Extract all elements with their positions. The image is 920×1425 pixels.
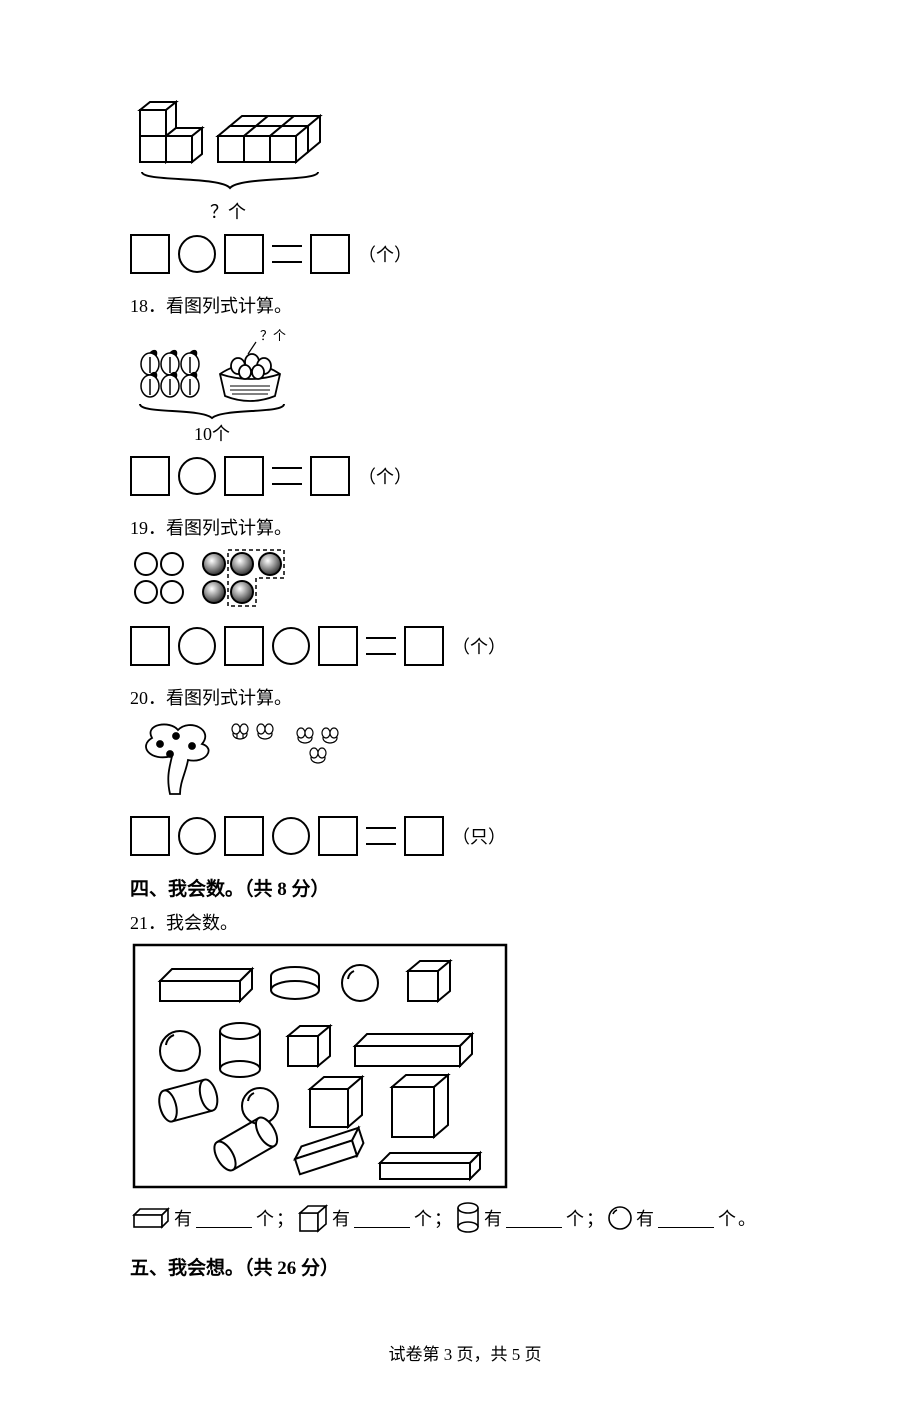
label-ge: 个 (414, 1205, 432, 1231)
q19-heading: 19．看图列式计算。 (130, 514, 800, 540)
fill-blank[interactable] (658, 1209, 714, 1228)
q18-label: 10个 (194, 420, 800, 446)
answer-box[interactable] (130, 626, 170, 666)
label-semi: ； (586, 1205, 604, 1231)
svg-text:？个: ？个 (260, 328, 286, 343)
label-ge: 个 (718, 1205, 736, 1231)
q19-equation: （个） (130, 626, 800, 666)
unit-label: （只） (452, 823, 506, 849)
page-footer: 试卷第 3 页，共 5 页 (130, 1340, 800, 1365)
answer-box[interactable] (318, 626, 358, 666)
question-number: 21． (130, 913, 166, 933)
operator-circle[interactable] (178, 817, 216, 855)
q17-label: ？个 (210, 198, 800, 224)
q21-heading: 21．我会数。 (130, 909, 800, 935)
answer-box[interactable] (310, 234, 350, 274)
label-semi: ； (276, 1205, 294, 1231)
cube-icon (296, 1203, 330, 1233)
label-period: 。 (738, 1205, 756, 1231)
question-number: 19． (130, 518, 166, 538)
question-title: 我会数。 (166, 913, 238, 933)
fill-blank[interactable] (506, 1209, 562, 1228)
answer-box[interactable] (130, 456, 170, 496)
operator-circle[interactable] (178, 627, 216, 665)
q17-equation: （个） (130, 234, 800, 274)
fill-blank[interactable] (354, 1209, 410, 1228)
q20-figure (130, 716, 800, 806)
q19-figure (130, 546, 800, 616)
q17-figure: ？个 (130, 100, 800, 224)
operator-circle[interactable] (272, 817, 310, 855)
question-number: 20． (130, 688, 166, 708)
equals-sign (366, 827, 396, 845)
label-has: 有 (484, 1205, 502, 1231)
equals-sign (366, 637, 396, 655)
answer-box[interactable] (224, 626, 264, 666)
answer-box[interactable] (224, 456, 264, 496)
answer-box[interactable] (224, 816, 264, 856)
answer-box[interactable] (404, 626, 444, 666)
label-has: 有 (332, 1205, 350, 1231)
unit-label: （个） (358, 241, 412, 267)
question-number: 18． (130, 296, 166, 316)
answer-box[interactable] (318, 816, 358, 856)
section4-heading: 四、我会数。（共 8 分） (130, 874, 800, 901)
answer-box[interactable] (130, 234, 170, 274)
q21-figure (130, 941, 800, 1191)
fill-blank[interactable] (196, 1209, 252, 1228)
sphere-icon (606, 1204, 634, 1232)
answer-box[interactable] (310, 456, 350, 496)
operator-circle[interactable] (272, 627, 310, 665)
label-has: 有 (174, 1205, 192, 1231)
q18-figure: ？个 10个 (130, 324, 800, 446)
q20-heading: 20．看图列式计算。 (130, 684, 800, 710)
q18-heading: 18．看图列式计算。 (130, 292, 800, 318)
question-title: 看图列式计算。 (166, 518, 292, 538)
q18-equation: （个） (130, 456, 800, 496)
label-has: 有 (636, 1205, 654, 1231)
operator-circle[interactable] (178, 457, 216, 495)
label-semi: ； (434, 1205, 452, 1231)
label-ge: 个 (566, 1205, 584, 1231)
question-title: 看图列式计算。 (166, 296, 292, 316)
answer-box[interactable] (404, 816, 444, 856)
equals-sign (272, 245, 302, 263)
cylinder-icon (454, 1201, 482, 1235)
section5-heading: 五、我会想。（共 26 分） (130, 1253, 800, 1280)
unit-label: （个） (358, 463, 412, 489)
operator-circle[interactable] (178, 235, 216, 273)
q20-equation: （只） (130, 816, 800, 856)
cuboid-icon (130, 1203, 172, 1233)
unit-label: （个） (452, 633, 506, 659)
answer-box[interactable] (224, 234, 264, 274)
q21-answer-row: 有 个 ； 有 个 ； 有 个 ； 有 个 。 (130, 1201, 800, 1235)
answer-box[interactable] (130, 816, 170, 856)
label-ge: 个 (256, 1205, 274, 1231)
equals-sign (272, 467, 302, 485)
question-title: 看图列式计算。 (166, 688, 292, 708)
